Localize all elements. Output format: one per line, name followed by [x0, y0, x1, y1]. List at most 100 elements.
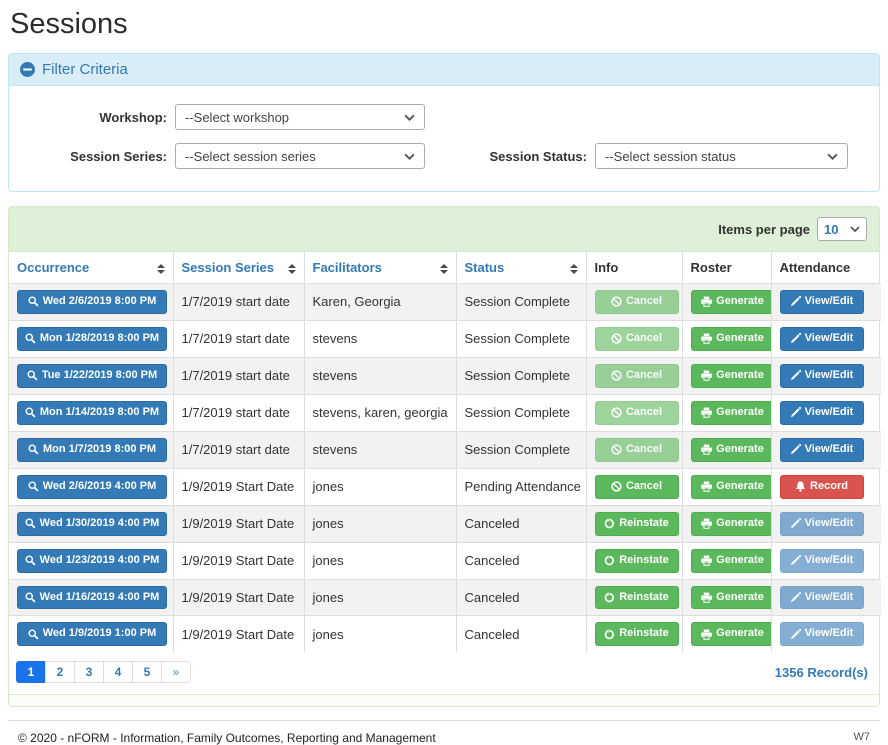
pagination-page-2[interactable]: 2 [45, 661, 75, 684]
button-label: Record [810, 479, 848, 492]
generate-button[interactable]: Generate [690, 511, 771, 536]
view-edit-button[interactable]: View/Edit [779, 326, 864, 351]
info-cell: Cancel [585, 283, 682, 321]
occurrence-button[interactable]: Wed 1/23/2019 4:00 PM [17, 548, 167, 573]
sort-icon [156, 264, 165, 274]
info-cell: Reinstate [585, 615, 682, 653]
view-edit-button[interactable]: View/Edit [779, 290, 864, 314]
attendance-cell: View/Edit [770, 430, 881, 469]
filter-panel-header[interactable]: Filter Criteria [9, 54, 879, 86]
view-edit-button[interactable]: View/Edit [779, 437, 864, 462]
occurrence-button[interactable]: Wed 2/6/2019 8:00 PM [17, 290, 167, 314]
button-label: View/Edit [804, 331, 854, 344]
pencil-icon [790, 628, 801, 640]
button-label: Reinstate [619, 553, 669, 566]
print-icon [701, 370, 712, 382]
occurrence-button[interactable]: Wed 1/16/2019 4:00 PM [17, 585, 167, 610]
view-edit-button[interactable]: View/Edit [779, 622, 864, 647]
ban-icon [611, 333, 622, 345]
table-row: Wed 1/30/2019 4:00 PM 1/9/2019 Start Date… [9, 504, 881, 543]
reinstate-button[interactable]: Reinstate [594, 511, 679, 536]
column-header-occurrence[interactable]: Occurrence [9, 252, 173, 284]
column-header-attendance: Attendance [770, 252, 881, 284]
generate-button[interactable]: Generate [690, 548, 771, 573]
pagination-page-1[interactable]: 1 [16, 661, 46, 684]
occurrence-button[interactable]: Wed 2/6/2019 4:00 PM [17, 474, 167, 499]
cancel-button[interactable]: Cancel [594, 400, 679, 425]
occurrence-button[interactable]: Mon 1/14/2019 8:00 PM [17, 400, 167, 425]
session-series-select[interactable]: --Select session series [175, 143, 425, 169]
reinstate-button[interactable]: Reinstate [594, 548, 679, 573]
generate-button[interactable]: Generate [690, 290, 771, 314]
reinstate-icon [604, 629, 615, 640]
reinstate-button[interactable]: Reinstate [594, 585, 679, 610]
generate-button[interactable]: Generate [690, 585, 771, 610]
workshop-select[interactable]: --Select workshop [175, 104, 425, 130]
session-series-cell: 1/7/2019 start date [172, 430, 304, 469]
column-header-facilitators[interactable]: Facilitators [303, 252, 456, 284]
cancel-button[interactable]: Cancel [594, 290, 679, 314]
page-title: Sessions [10, 8, 128, 40]
button-label: Generate [716, 442, 764, 455]
column-header-session-series[interactable]: Session Series [172, 252, 304, 284]
pagination-page-5[interactable]: 5 [132, 661, 162, 684]
record-count: 1356 Record(s) [774, 664, 868, 680]
occurrence-button[interactable]: Mon 1/28/2019 8:00 PM [17, 326, 167, 351]
generate-button[interactable]: Generate [690, 622, 771, 647]
cancel-button[interactable]: Cancel [594, 437, 679, 462]
view-edit-button[interactable]: View/Edit [779, 511, 864, 536]
generate-button[interactable]: Generate [690, 400, 771, 425]
cancel-button[interactable]: Cancel [594, 363, 679, 388]
chevron-down-icon [850, 226, 860, 232]
view-edit-button[interactable]: View/Edit [779, 585, 864, 610]
column-header-info: Info [585, 252, 682, 284]
button-label: Reinstate [619, 516, 669, 529]
button-label: Generate [716, 295, 764, 307]
button-label: Wed 1/16/2019 4:00 PM [39, 590, 160, 603]
occurrence-button[interactable]: Mon 1/7/2019 8:00 PM [17, 437, 167, 462]
column-header-status[interactable]: Status [455, 252, 586, 284]
view-edit-button[interactable]: View/Edit [779, 363, 864, 388]
bell-icon [795, 481, 806, 492]
items-per-page-select[interactable]: 10 [817, 217, 867, 241]
record-button[interactable]: Record [779, 474, 864, 499]
session-status-select[interactable]: --Select session status [595, 143, 848, 169]
occurrence-button[interactable]: Wed 1/30/2019 4:00 PM [17, 511, 167, 536]
reinstate-button[interactable]: Reinstate [594, 622, 679, 647]
session-series-cell: 1/9/2019 Start Date [172, 541, 304, 579]
sort-icon [569, 264, 578, 274]
roster-cell: Generate [681, 615, 771, 653]
status-cell: Pending Attendance [455, 467, 586, 506]
pagination-page-3[interactable]: 3 [74, 661, 104, 684]
session-series-cell: 1/7/2019 start date [172, 356, 304, 395]
cancel-button[interactable]: Cancel [594, 326, 679, 351]
attendance-cell: View/Edit [770, 319, 881, 358]
pencil-icon [790, 296, 801, 307]
generate-button[interactable]: Generate [690, 437, 771, 462]
status-cell: Canceled [455, 578, 586, 616]
occurrence-button[interactable]: Wed 1/9/2019 1:00 PM [17, 622, 167, 647]
button-label: Cancel [625, 295, 663, 307]
button-label: Cancel [625, 368, 663, 381]
generate-button[interactable]: Generate [690, 363, 771, 388]
facilitators-cell: jones [303, 467, 456, 506]
button-label: Generate [716, 553, 764, 566]
view-edit-button[interactable]: View/Edit [779, 400, 864, 425]
pencil-icon [790, 591, 801, 603]
status-cell: Canceled [455, 541, 586, 579]
button-label: Reinstate [619, 627, 669, 640]
generate-button[interactable]: Generate [690, 326, 771, 351]
button-label: View/Edit [804, 405, 854, 418]
button-label: Tue 1/22/2019 8:00 PM [41, 368, 158, 381]
cancel-button[interactable]: Cancel [594, 474, 679, 499]
occurrence-button[interactable]: Tue 1/22/2019 8:00 PM [17, 363, 167, 388]
view-edit-button[interactable]: View/Edit [779, 548, 864, 573]
roster-cell: Generate [681, 319, 771, 358]
generate-button[interactable]: Generate [690, 474, 771, 499]
button-label: Wed 1/30/2019 4:00 PM [39, 516, 160, 529]
table-body: Wed 2/6/2019 8:00 PM 1/7/2019 start date K… [9, 283, 881, 653]
pagination-next[interactable]: » [161, 661, 191, 684]
pagination-page-4[interactable]: 4 [103, 661, 133, 684]
page-footer: © 2020 - nFORM - Information, Family Out… [8, 720, 880, 745]
search-icon [27, 370, 38, 381]
